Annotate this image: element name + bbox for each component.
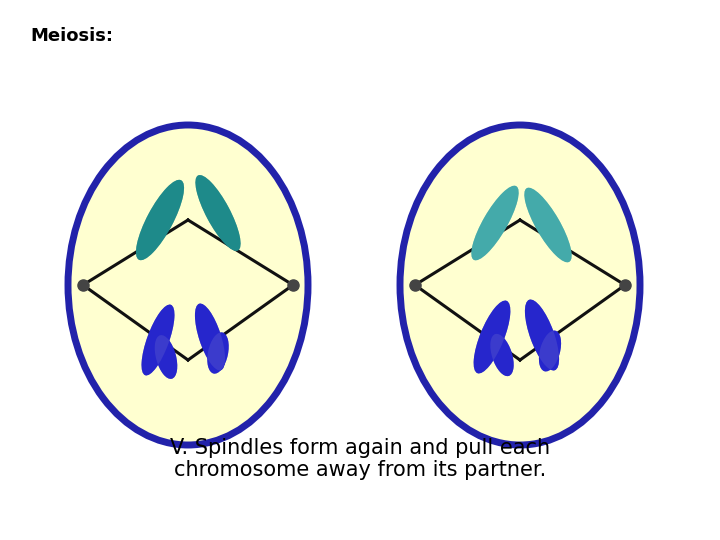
Ellipse shape — [195, 175, 240, 251]
Ellipse shape — [136, 180, 184, 260]
Ellipse shape — [195, 303, 225, 370]
Ellipse shape — [539, 330, 561, 372]
Ellipse shape — [474, 301, 510, 374]
Ellipse shape — [195, 303, 225, 370]
Ellipse shape — [490, 334, 513, 376]
Ellipse shape — [142, 305, 174, 375]
Text: chromosome away from its partner.: chromosome away from its partner. — [174, 460, 546, 480]
Ellipse shape — [525, 300, 559, 370]
Ellipse shape — [539, 330, 561, 372]
Ellipse shape — [195, 175, 240, 251]
Text: Meiosis:: Meiosis: — [30, 27, 113, 45]
Ellipse shape — [472, 186, 518, 260]
Ellipse shape — [474, 301, 510, 374]
Ellipse shape — [524, 188, 572, 262]
Ellipse shape — [142, 305, 174, 375]
Text: V. Spindles form again and pull each: V. Spindles form again and pull each — [170, 438, 550, 458]
Ellipse shape — [207, 332, 229, 374]
Ellipse shape — [490, 334, 513, 376]
Ellipse shape — [155, 335, 177, 379]
Ellipse shape — [136, 180, 184, 260]
Ellipse shape — [155, 335, 177, 379]
Ellipse shape — [68, 125, 308, 445]
Ellipse shape — [400, 125, 640, 445]
Ellipse shape — [525, 300, 559, 370]
Ellipse shape — [472, 186, 518, 260]
Ellipse shape — [207, 332, 229, 374]
Ellipse shape — [524, 188, 572, 262]
